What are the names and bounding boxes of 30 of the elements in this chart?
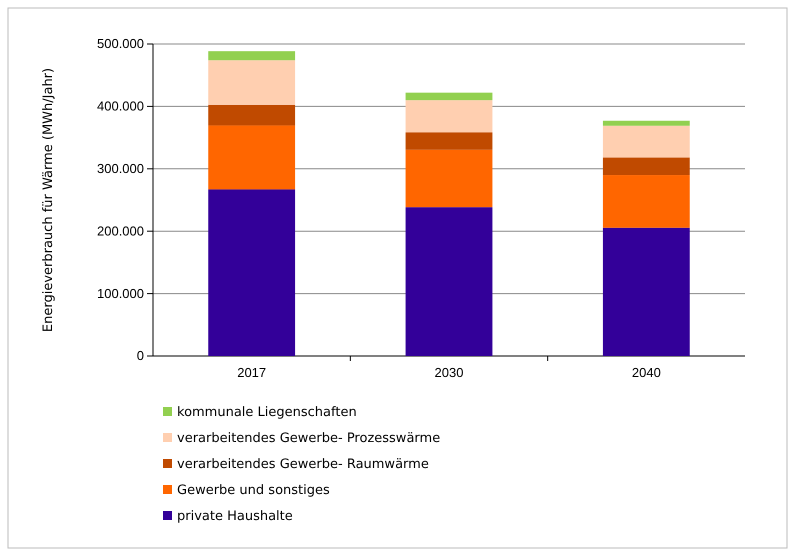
x-tick-label: 2030 [434, 365, 464, 380]
bar [208, 51, 296, 60]
x-tick-label: 2017 [237, 365, 266, 380]
bar [602, 126, 690, 158]
bar [406, 92, 492, 100]
bar [602, 158, 690, 176]
x-tick-label: 2040 [632, 365, 661, 380]
y-tick-label: 0 [136, 348, 144, 364]
bar [602, 175, 690, 228]
y-tick-label: 100.000 [97, 286, 144, 301]
bar [406, 207, 492, 356]
bar [208, 60, 296, 105]
bar [208, 189, 296, 356]
y-axis-title: Energieverbrauch für Wärme (MWh/Jahr) [41, 68, 56, 332]
y-tick-label: 300.000 [97, 160, 144, 176]
y-tick-label: 200.000 [97, 223, 144, 238]
bar [208, 125, 296, 190]
bar [406, 150, 492, 208]
bar [602, 120, 690, 126]
bar [208, 104, 296, 126]
y-tick-label: 500.000 [97, 36, 144, 52]
legend-label: Gewerbe und sonstiges [177, 483, 330, 498]
legend-label: verarbeitendes Gewerbe- Raumwärme [177, 457, 429, 472]
bar [406, 100, 492, 132]
legend-label: verarbeitendes Gewerbe- Prozesswärme [177, 431, 440, 446]
bar [406, 132, 492, 150]
legend-label: kommunale Liegenschaften [177, 405, 357, 420]
y-tick-label: 400.000 [97, 98, 144, 114]
legend-label: private Haushalte [177, 509, 293, 524]
bar [602, 228, 690, 356]
